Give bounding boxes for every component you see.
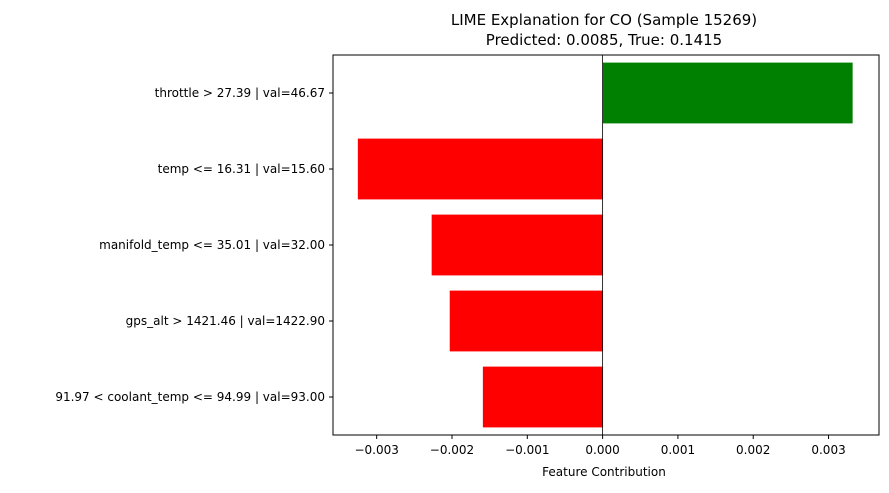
x-tick-label: −0.003 bbox=[354, 443, 398, 457]
x-tick-label: 0.002 bbox=[736, 443, 770, 457]
chart-title: LIME Explanation for CO (Sample 15269) bbox=[451, 11, 757, 29]
bar-2 bbox=[357, 138, 603, 200]
x-tick-label: 0.003 bbox=[811, 443, 845, 457]
y-axis: throttle > 27.39 | val=46.67 temp <= 16.3… bbox=[55, 86, 333, 404]
chart-subtitle: Predicted: 0.0085, True: 0.1415 bbox=[486, 31, 722, 49]
bars-group bbox=[357, 62, 853, 428]
bar-4 bbox=[449, 290, 603, 352]
bar-3 bbox=[431, 214, 603, 276]
x-tick-label: −0.001 bbox=[505, 443, 549, 457]
y-tick-label: gps_alt > 1421.46 | val=1422.90 bbox=[126, 314, 325, 328]
y-tick-label: temp <= 16.31 | val=15.60 bbox=[158, 162, 325, 176]
y-tick-label: manifold_temp <= 35.01 | val=32.00 bbox=[99, 238, 325, 252]
x-axis-label: Feature Contribution bbox=[542, 465, 666, 479]
bar-1 bbox=[602, 62, 853, 124]
x-tick-label: 0.000 bbox=[585, 443, 619, 457]
y-tick-label: 91.97 < coolant_temp <= 94.99 | val=93.0… bbox=[55, 390, 325, 404]
x-axis: −0.003 −0.002 −0.001 0.000 0.001 0.002 0.003 bbox=[354, 435, 846, 457]
y-tick-label: throttle > 27.39 | val=46.67 bbox=[155, 86, 325, 100]
x-tick-label: −0.002 bbox=[430, 443, 474, 457]
x-tick-label: 0.001 bbox=[661, 443, 695, 457]
bar-5 bbox=[482, 366, 603, 428]
